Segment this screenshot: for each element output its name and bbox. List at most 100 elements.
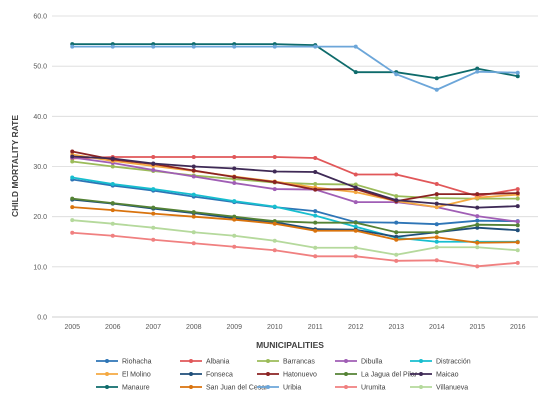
data-point bbox=[434, 182, 439, 187]
data-point bbox=[70, 175, 75, 180]
data-point bbox=[191, 214, 196, 219]
data-point bbox=[191, 230, 196, 235]
data-point bbox=[515, 219, 520, 224]
data-point bbox=[70, 154, 75, 159]
data-point bbox=[110, 201, 115, 206]
data-point bbox=[110, 208, 115, 213]
data-point bbox=[151, 205, 156, 210]
data-point bbox=[191, 174, 196, 179]
data-point bbox=[353, 200, 358, 205]
legend-item: Uribia bbox=[257, 385, 301, 392]
data-point bbox=[515, 191, 520, 196]
x-tick-label: 2006 bbox=[105, 324, 121, 331]
data-point bbox=[353, 224, 358, 229]
series-line bbox=[72, 153, 518, 209]
data-point bbox=[151, 168, 156, 173]
data-point bbox=[434, 258, 439, 263]
legend-label: Albania bbox=[206, 359, 229, 366]
data-point bbox=[353, 172, 358, 177]
legend-item: Urumita bbox=[335, 385, 386, 392]
legend-label: Maicao bbox=[436, 372, 459, 379]
data-point bbox=[353, 182, 358, 187]
data-point bbox=[353, 228, 358, 233]
legend: Riohacha Albania Barrancas Dibulla Distracci… bbox=[96, 359, 471, 392]
legend-swatch-marker bbox=[189, 385, 193, 389]
legend-item: Manaure bbox=[96, 385, 150, 392]
data-point bbox=[394, 220, 399, 225]
legend-swatch-marker bbox=[105, 372, 109, 376]
data-point bbox=[394, 230, 399, 235]
y-tick-label: 30.0 bbox=[33, 164, 47, 171]
series-san-juan-del-cesar bbox=[70, 205, 520, 245]
data-point bbox=[353, 245, 358, 250]
data-point bbox=[475, 66, 480, 71]
data-point bbox=[272, 169, 277, 174]
data-point bbox=[70, 230, 75, 235]
data-point bbox=[515, 228, 520, 233]
data-point bbox=[313, 209, 318, 214]
data-point bbox=[475, 225, 480, 230]
legend-item: San Juan del Cesar bbox=[180, 385, 268, 392]
data-point bbox=[313, 254, 318, 259]
data-point bbox=[313, 170, 318, 175]
legend-label: Riohacha bbox=[122, 359, 152, 366]
data-point bbox=[394, 234, 399, 239]
series-line bbox=[72, 43, 518, 80]
series-lines bbox=[70, 42, 520, 269]
data-point bbox=[434, 239, 439, 244]
data-point bbox=[151, 225, 156, 230]
x-tick-label: 2010 bbox=[267, 324, 283, 331]
series-line bbox=[72, 176, 518, 243]
data-point bbox=[191, 154, 196, 159]
y-tick-label: 50.0 bbox=[33, 64, 47, 71]
series-line bbox=[72, 156, 518, 223]
data-point bbox=[151, 154, 156, 159]
data-point bbox=[515, 260, 520, 265]
legend-item: Distracción bbox=[410, 359, 471, 366]
data-point bbox=[70, 196, 75, 201]
series-urumita bbox=[70, 230, 520, 269]
data-point bbox=[272, 221, 277, 226]
data-point bbox=[394, 237, 399, 242]
data-point bbox=[434, 235, 439, 240]
data-point bbox=[151, 161, 156, 166]
series-line bbox=[72, 206, 518, 244]
data-point bbox=[232, 244, 237, 249]
data-point bbox=[110, 233, 115, 238]
data-point bbox=[151, 44, 156, 49]
data-point bbox=[394, 198, 399, 203]
data-point bbox=[475, 218, 480, 223]
data-point bbox=[272, 204, 277, 209]
data-point bbox=[151, 187, 156, 192]
legend-item: Barrancas bbox=[257, 359, 315, 366]
data-point bbox=[272, 44, 277, 49]
x-tick-label: 2013 bbox=[388, 324, 404, 331]
x-axis-tick-labels: 2005 2006 2007 2008 2009 2010 2011 2012 2013 2014… bbox=[64, 324, 525, 331]
y-tick-label: 0.0 bbox=[37, 315, 47, 322]
legend-item: Villanueva bbox=[410, 385, 468, 392]
legend-swatch-marker bbox=[266, 385, 270, 389]
data-point bbox=[394, 172, 399, 177]
data-point bbox=[434, 201, 439, 206]
data-point bbox=[515, 248, 520, 253]
x-tick-label: 2011 bbox=[308, 324, 323, 331]
y-tick-label: 60.0 bbox=[33, 14, 47, 21]
x-tick-label: 2007 bbox=[145, 324, 161, 331]
data-point bbox=[191, 44, 196, 49]
data-point bbox=[313, 220, 318, 225]
series-line bbox=[72, 160, 518, 200]
legend-label: Villanueva bbox=[436, 385, 468, 392]
legend-item: Hatonuevo bbox=[257, 372, 317, 379]
data-point bbox=[70, 218, 75, 223]
data-point bbox=[313, 155, 318, 160]
legend-swatch-marker bbox=[266, 372, 270, 376]
data-point bbox=[515, 70, 520, 75]
data-point bbox=[232, 199, 237, 204]
series-line bbox=[72, 178, 518, 226]
data-point bbox=[394, 72, 399, 77]
legend-label: San Juan del Cesar bbox=[206, 385, 268, 392]
data-point bbox=[272, 248, 277, 253]
x-tick-label: 2008 bbox=[186, 324, 202, 331]
data-point bbox=[475, 205, 480, 210]
y-axis-title: CHILD MORTALITY RATE bbox=[10, 115, 20, 217]
